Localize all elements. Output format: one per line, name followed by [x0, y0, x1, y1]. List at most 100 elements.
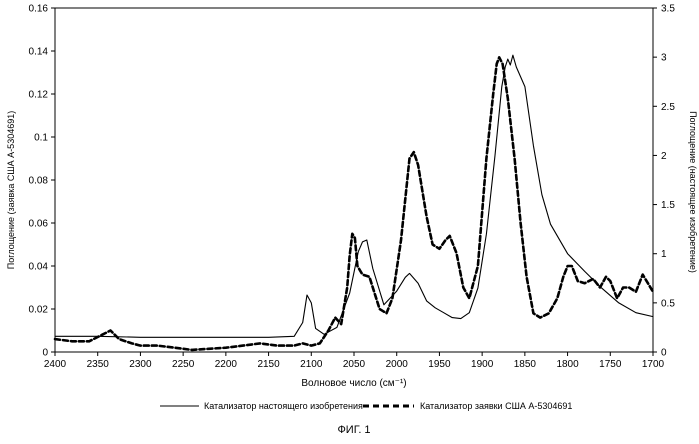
x-tick-label: 1750: [599, 359, 622, 370]
x-tick-label: 2200: [215, 359, 238, 370]
data-point: [335, 317, 336, 318]
data-point: [618, 303, 619, 304]
data-point: [315, 328, 316, 329]
data-point: [606, 276, 607, 277]
data-point: [496, 64, 497, 65]
x-axis-label: Волновое число (см⁻¹): [301, 378, 406, 389]
left-tick-label: 0.1: [34, 133, 48, 144]
data-point: [328, 330, 329, 331]
left-tick-label: 0.02: [29, 305, 49, 316]
legend-dashed-label: Катализатор заявки США А-5304691: [420, 401, 572, 411]
data-point: [577, 281, 578, 282]
data-point: [478, 266, 479, 267]
data-point: [302, 343, 303, 344]
data-point: [157, 345, 158, 346]
data-point: [392, 298, 393, 299]
data-point: [460, 318, 461, 319]
data-point: [243, 345, 244, 346]
data-point: [600, 287, 601, 288]
right-tick-label: 0: [661, 348, 667, 359]
data-point: [174, 347, 175, 348]
data-point: [319, 343, 320, 344]
data-point: [435, 307, 436, 308]
data-point: [510, 65, 511, 66]
data-point: [349, 255, 350, 256]
data-point: [452, 317, 453, 318]
x-tick-label: 2350: [87, 359, 110, 370]
left-tick-label: 0: [42, 348, 48, 359]
data-point: [567, 253, 568, 254]
data-point: [653, 291, 654, 292]
data-point: [593, 279, 594, 280]
data-point: [119, 339, 120, 340]
left-tick-label: 0.16: [29, 4, 49, 15]
data-point: [456, 253, 457, 254]
figure-caption: ФИГ. 1: [337, 424, 370, 436]
data-point: [401, 240, 402, 241]
data-point: [469, 298, 470, 299]
data-point: [501, 86, 502, 87]
data-point: [226, 337, 227, 338]
data-point: [362, 242, 363, 243]
data-point: [636, 312, 637, 313]
x-tick-label: 2300: [129, 359, 152, 370]
right-tick-label: 3: [661, 53, 667, 64]
data-point: [341, 324, 342, 325]
data-point: [548, 313, 549, 314]
data-point: [642, 274, 643, 275]
data-point: [520, 223, 521, 224]
right-tick-label: 1: [661, 249, 667, 260]
data-point: [563, 276, 564, 277]
data-point: [571, 266, 572, 267]
data-point: [311, 345, 312, 346]
left-tick-label: 0.06: [29, 219, 49, 230]
data-point: [260, 343, 261, 344]
x-tick-label: 1950: [428, 359, 451, 370]
data-point: [617, 298, 618, 299]
data-point: [366, 240, 367, 241]
data-point: [502, 64, 503, 65]
data-point: [140, 337, 141, 338]
data-point: [140, 345, 141, 346]
data-point: [439, 248, 440, 249]
data-point: [584, 271, 585, 272]
data-point: [550, 224, 551, 225]
data-point: [55, 336, 56, 337]
data-point: [432, 244, 433, 245]
data-point: [426, 301, 427, 302]
data-point: [372, 268, 373, 269]
series-group: [53, 54, 655, 352]
right-axis-ticks: 0 0.5 1 1.5 2 2.5 3 3.5: [653, 4, 675, 359]
data-point: [294, 336, 295, 337]
data-point: [357, 266, 358, 267]
data-point: [610, 281, 611, 282]
data-point: [445, 240, 446, 241]
data-point: [384, 304, 385, 305]
series-line-us-application: [53, 56, 655, 352]
x-tick-label: 1700: [642, 359, 665, 370]
data-point: [636, 291, 637, 292]
data-point: [493, 94, 494, 95]
data-point: [349, 293, 350, 294]
data-point: [542, 194, 543, 195]
x-tick-label: 2250: [172, 359, 195, 370]
data-point: [413, 152, 414, 153]
data-point: [623, 287, 624, 288]
data-point: [55, 339, 56, 340]
data-point: [396, 291, 397, 292]
data-point: [347, 287, 348, 288]
x-tick-label: 2000: [386, 359, 409, 370]
data-point: [409, 273, 410, 274]
data-point: [418, 165, 419, 166]
data-point: [226, 347, 227, 348]
data-point: [110, 330, 111, 331]
data-point: [102, 334, 103, 335]
left-tick-label: 0.08: [29, 176, 49, 187]
left-tick-label: 0.12: [29, 90, 49, 101]
data-point: [507, 98, 508, 99]
data-point: [449, 236, 450, 237]
data-point: [469, 312, 470, 313]
legend-solid-label: Катализатор настоящего изобретения: [204, 401, 363, 411]
